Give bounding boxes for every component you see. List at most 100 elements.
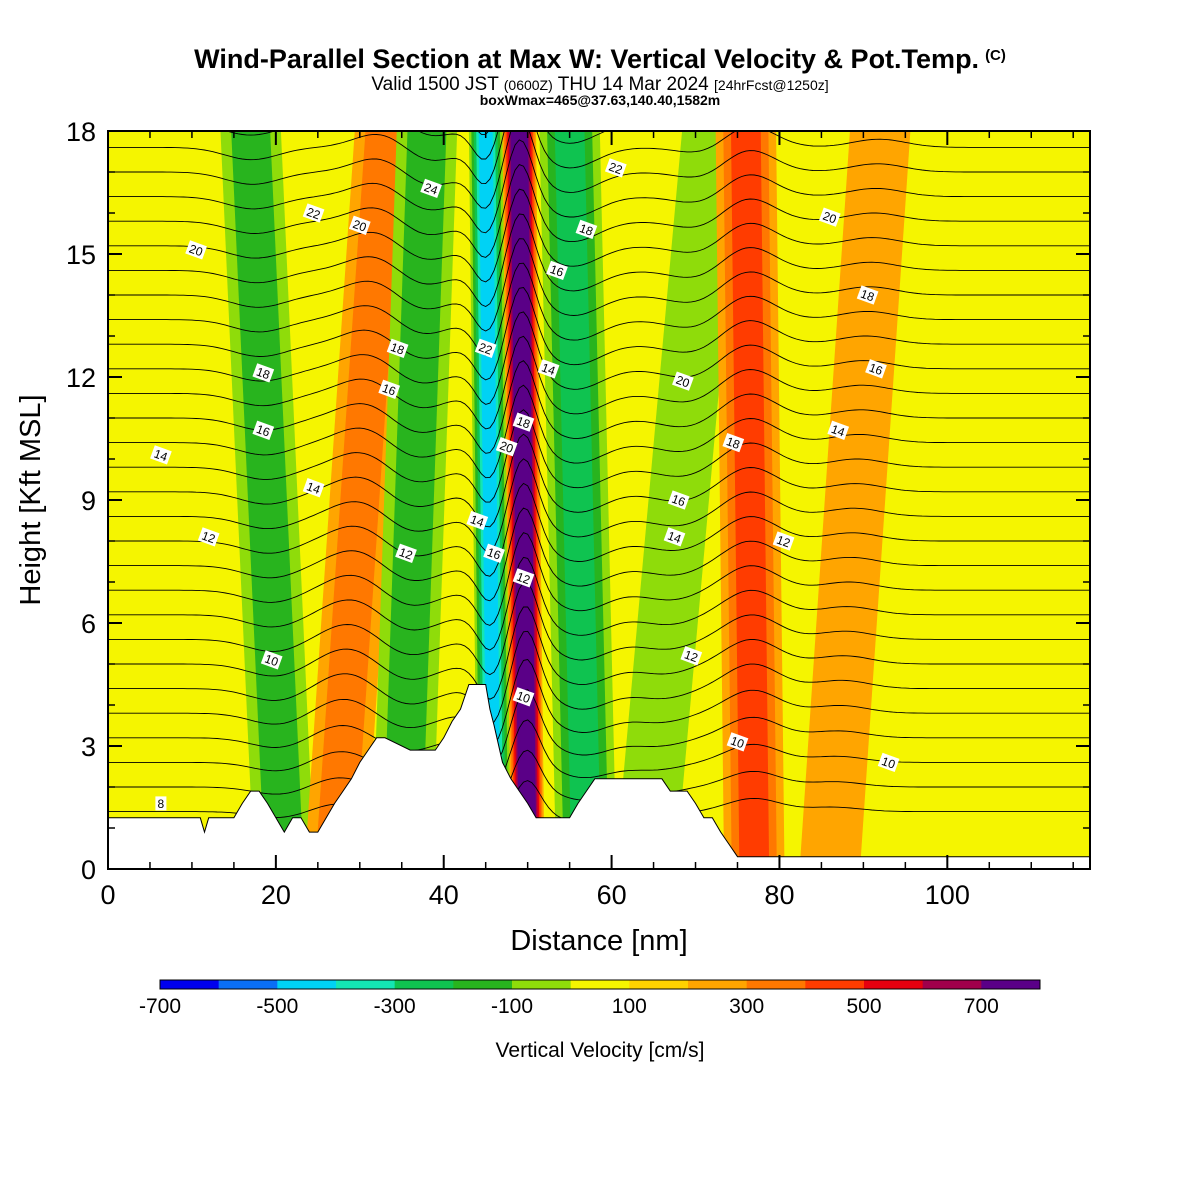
colorbar-swatch xyxy=(688,980,748,989)
contour-label: 10 xyxy=(726,732,749,752)
contour-label-bg xyxy=(546,260,568,281)
contour-label: 14 xyxy=(302,478,325,498)
y-tick-label: 18 xyxy=(66,117,96,147)
contour-label: 20 xyxy=(495,437,518,457)
theta-contour xyxy=(108,507,1090,602)
contour-label: 10 xyxy=(877,752,900,773)
x-tick-label: 40 xyxy=(429,880,459,910)
x-tick-label: 100 xyxy=(925,880,970,910)
contour-label-bg xyxy=(483,543,505,563)
contour-label: 12 xyxy=(197,527,220,547)
contour-label: 20 xyxy=(348,215,371,235)
contour-label: 14 xyxy=(827,420,850,440)
y-axis-label: Height [Kft MSL] xyxy=(15,394,47,605)
theta-contour xyxy=(108,606,1090,700)
contour-label: 12 xyxy=(512,568,535,588)
x-tick-label: 0 xyxy=(100,880,115,910)
theta-contour xyxy=(477,131,490,135)
colorbar-tick-label: -100 xyxy=(491,995,533,1018)
contour-label: 10 xyxy=(260,650,283,670)
contour-label-text: 20 xyxy=(351,217,369,235)
contour-label-text: 18 xyxy=(254,365,272,383)
colorbar-swatch xyxy=(981,980,1041,989)
contour-label-text: 14 xyxy=(305,479,323,497)
contour-label-bg xyxy=(680,646,703,666)
contour-label-text: 10 xyxy=(880,754,898,772)
theta-contour xyxy=(108,384,1090,479)
contour-label-bg xyxy=(512,687,535,707)
contour-label-text: 14 xyxy=(829,422,847,440)
y-tick-label: 9 xyxy=(81,486,96,516)
contour-label-bg xyxy=(302,478,325,498)
contour-label-text: 12 xyxy=(682,647,700,665)
contour-label-bg xyxy=(466,510,489,531)
contour-label: 12 xyxy=(680,646,703,666)
contour-label-text: 14 xyxy=(468,512,486,530)
theta-contour xyxy=(108,719,1090,789)
y-tick-label: 6 xyxy=(81,609,96,639)
contour-label: 24 xyxy=(420,178,442,199)
contour-label: 14 xyxy=(466,510,489,531)
contour-label: 18 xyxy=(252,363,275,383)
colorbar-swatch xyxy=(394,980,454,989)
theta-contour xyxy=(108,131,1090,209)
contour-label-text: 18 xyxy=(578,221,596,239)
x-tick-label: 80 xyxy=(764,880,794,910)
contour-label-bg xyxy=(495,437,518,457)
contour-label: 14 xyxy=(663,527,686,547)
contour-label: 14 xyxy=(537,359,560,379)
terrain xyxy=(108,684,1090,869)
contour-label-text: 14 xyxy=(540,360,558,378)
terrain-profile xyxy=(108,684,1090,869)
y-tick-label: 12 xyxy=(66,363,96,393)
contour-label-bg xyxy=(726,732,749,752)
theta-contour xyxy=(108,139,1090,234)
copyright-mark: (C) xyxy=(985,47,1006,64)
contour-label-bg xyxy=(575,219,598,240)
contour-label: 12 xyxy=(395,543,417,563)
theta-contour xyxy=(108,335,1090,430)
contour-label-text: 22 xyxy=(607,160,625,178)
contour-label-text: 16 xyxy=(254,422,272,440)
vertical-velocity-fill xyxy=(108,131,1090,869)
contour-label-text: 8 xyxy=(158,797,165,811)
contour-label: 18 xyxy=(856,285,879,305)
theta-contour xyxy=(108,287,1090,381)
colorbar-swatch xyxy=(922,980,982,989)
colorbar-tick-label: 300 xyxy=(729,995,764,1018)
contour-label: 16 xyxy=(483,543,505,563)
contour-label-bg xyxy=(827,420,850,440)
contour-label: 18 xyxy=(722,432,745,453)
y-tick-label: 15 xyxy=(66,240,96,270)
colorbar-tick-label: -700 xyxy=(139,995,181,1018)
colorbar-swatch xyxy=(864,980,924,989)
x-axis-label: Distance [nm] xyxy=(510,925,687,957)
theta-contour xyxy=(108,433,1090,528)
contour-label-text: 22 xyxy=(477,340,495,358)
velocity-band xyxy=(382,131,447,869)
contour-label-text: 16 xyxy=(380,381,398,399)
contour-label-bg xyxy=(260,650,283,670)
contour-label-bg xyxy=(197,527,220,547)
contour-label-text: 12 xyxy=(397,545,415,563)
velocity-band xyxy=(478,131,502,869)
theta-contour xyxy=(108,164,1090,258)
contour-label-text: 14 xyxy=(666,529,684,547)
contour-label-bg xyxy=(667,490,690,510)
x-tick-label: 20 xyxy=(261,880,291,910)
theta-contour xyxy=(108,532,1090,626)
theta-contour xyxy=(108,213,1090,308)
contour-label: 20 xyxy=(672,371,694,391)
theta-contour xyxy=(108,262,1090,357)
contour-label-text: 18 xyxy=(724,434,742,452)
colorbar-swatch xyxy=(629,980,689,989)
contour-label-bg xyxy=(155,796,167,811)
contour-label-text: 24 xyxy=(422,180,440,198)
contour-label: 14 xyxy=(150,445,172,465)
velocity-band xyxy=(731,131,770,869)
contour-label-bg xyxy=(604,158,627,178)
colorbar-tick-label: 700 xyxy=(964,995,999,1018)
contour-label-bg xyxy=(302,203,325,223)
contour-label: 20 xyxy=(185,240,207,260)
contour-label: 16 xyxy=(546,260,568,281)
